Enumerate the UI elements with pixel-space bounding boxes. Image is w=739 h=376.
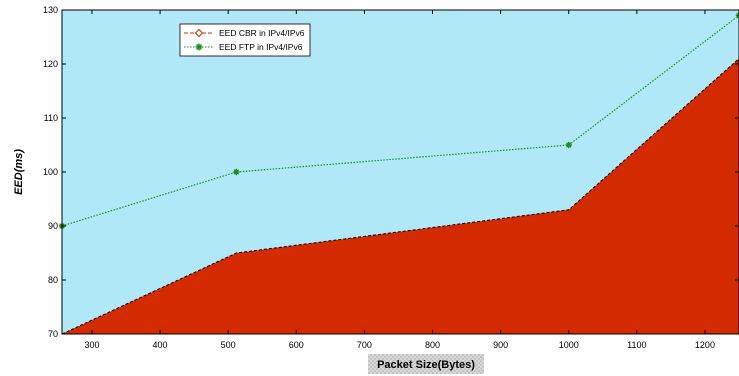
x-tick-label: 500	[221, 340, 236, 350]
series-cbr-line	[61, 58, 739, 335]
x-tick-label: 1000	[559, 340, 579, 350]
x-tick-label: 300	[84, 340, 99, 350]
x-tick-label: 400	[153, 340, 168, 350]
x-tick-label: 800	[425, 340, 440, 350]
series-cbr-area	[62, 58, 739, 334]
x-tick-label: 900	[493, 340, 508, 350]
y-axis-label: EED(ms)	[13, 149, 25, 195]
legend-ftp-label: EED FTP in IPv4/IPv6	[219, 42, 303, 52]
y-tick-label: 130	[43, 5, 58, 15]
line-layer	[58, 12, 739, 335]
area-layer	[62, 58, 739, 334]
series-ftp-point	[565, 141, 572, 149]
x-tick-label: 600	[289, 340, 304, 350]
legend-ftp-star-icon	[195, 43, 203, 51]
series-ftp-point	[735, 12, 739, 19]
series-ftp-point	[233, 168, 240, 176]
y-tick-label: 120	[43, 59, 58, 69]
axis-layer: 300 400 500 600 700 800 900 1000 1100 1200 70 80 90 1…	[43, 5, 739, 350]
x-tick-label: 1200	[695, 340, 715, 350]
legend-cbr-label: EED CBR in IPv4/IPv6	[219, 28, 305, 38]
y-tick-label: 70	[48, 329, 58, 339]
x-axis-label-box	[368, 354, 484, 374]
x-tick-label: 1100	[627, 340, 646, 350]
y-tick-label: 100	[43, 167, 58, 177]
legend: EED CBR in IPv4/IPv6 EED FTP in IPv4/IPv…	[179, 23, 311, 57]
legend-box	[179, 23, 311, 57]
series-ftp-line	[61, 14, 739, 227]
legend-cbr-diamond-icon	[194, 28, 204, 38]
x-tick-label: 700	[357, 340, 372, 350]
y-tick-label: 110	[44, 113, 58, 123]
x-axis-label: Packet Size(Bytes)	[377, 359, 475, 371]
y-tick-label: 80	[48, 275, 58, 285]
y-tick-label: 90	[48, 221, 58, 231]
